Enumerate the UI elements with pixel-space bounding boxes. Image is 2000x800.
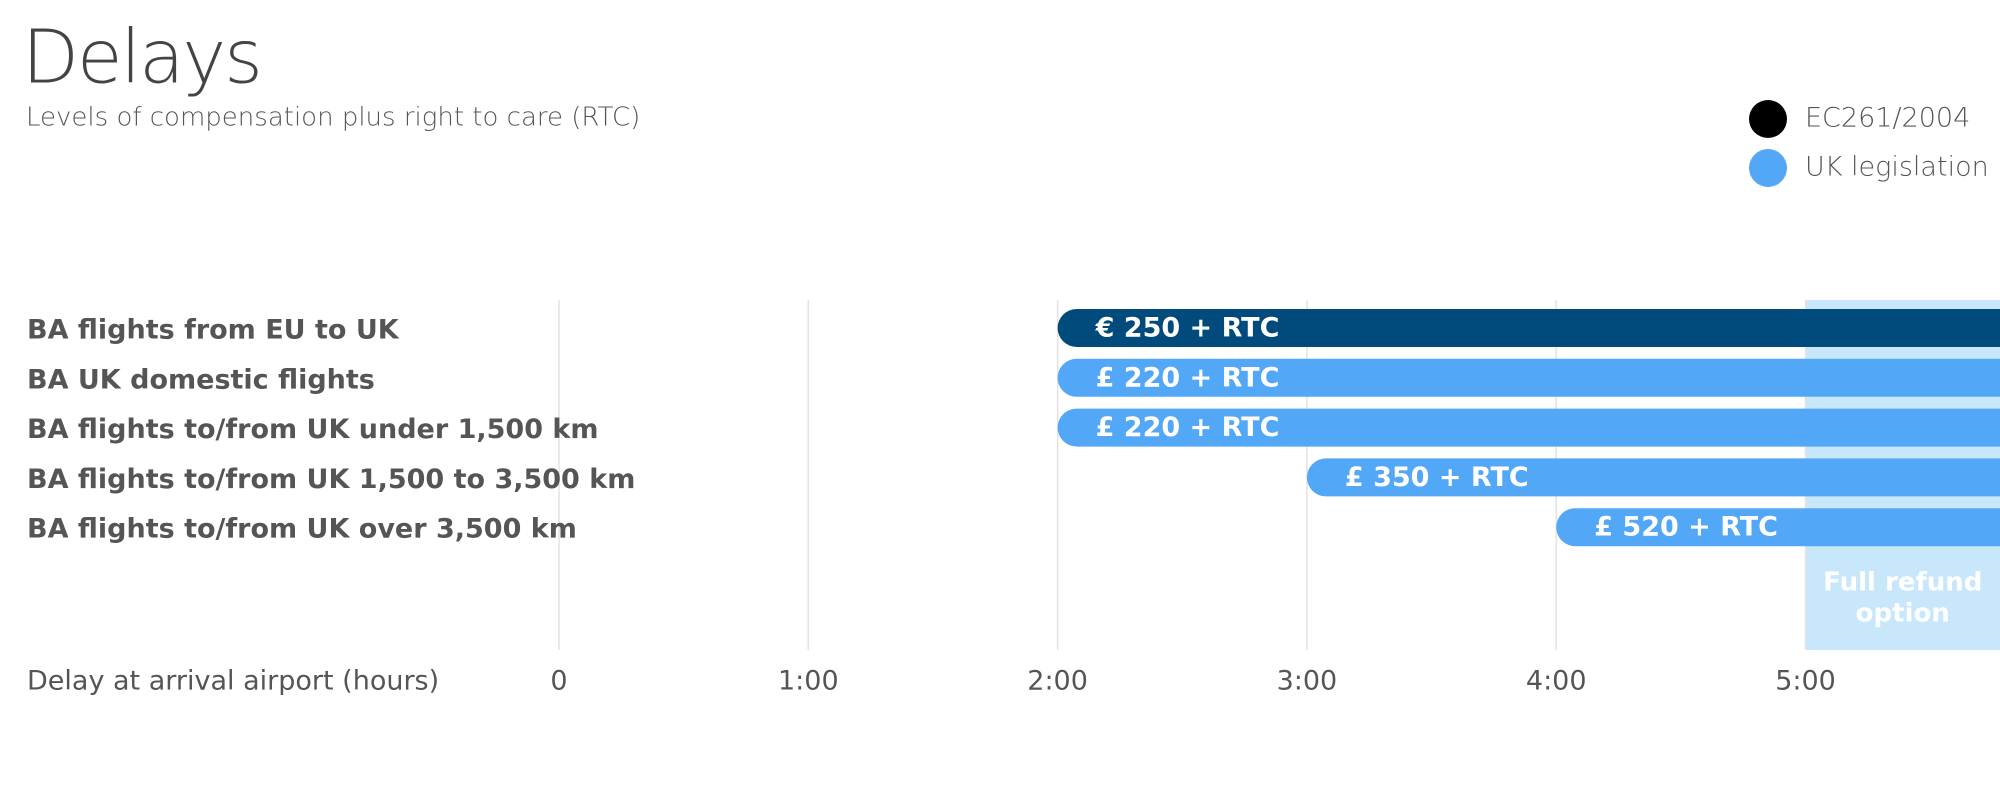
refund-label: option <box>1856 599 1950 629</box>
row-label: BA flights to/from UK under 1,500 km <box>27 414 598 445</box>
row-label: BA flights to/from UK 1,500 to 3,500 km <box>27 464 635 495</box>
bar-label: £ 520 + RTC <box>1594 512 1778 543</box>
bar <box>1556 508 2000 547</box>
x-tick-label: 1:00 <box>778 666 839 697</box>
bar-label: £ 220 + RTC <box>1096 362 1280 393</box>
chart-subtitle: Levels of compensation plus right to car… <box>26 103 640 133</box>
x-tick-label: 3:00 <box>1277 666 1338 697</box>
legend-marker <box>1749 100 1787 138</box>
bar-label: € 250 + RTC <box>1095 313 1280 344</box>
x-tick-label: 0 <box>550 666 567 697</box>
row-label: BA flights to/from UK over 3,500 km <box>27 514 577 545</box>
bar <box>1057 358 2000 397</box>
x-tick-label: 5:00 <box>1775 666 1836 697</box>
bar <box>1307 458 2000 497</box>
x-tick-label: 2:00 <box>1027 666 1088 697</box>
row-label: BA flights from EU to UK <box>27 315 400 346</box>
bar <box>1057 408 2000 447</box>
chart-title: Delays <box>22 15 261 101</box>
bar-label: £ 350 + RTC <box>1345 462 1529 493</box>
legend-marker <box>1749 149 1787 187</box>
x-axis-label: Delay at arrival airport (hours) <box>27 666 439 697</box>
row-label: BA UK domestic flights <box>27 364 375 395</box>
bar <box>1057 309 2000 347</box>
x-tick-label: 4:00 <box>1526 666 1587 697</box>
bar-label: £ 220 + RTC <box>1096 412 1280 443</box>
refund-label: Full refund <box>1823 568 1982 598</box>
legend-label: EC261/2004 <box>1805 103 1970 134</box>
legend-label: UK legislation <box>1805 152 1989 183</box>
